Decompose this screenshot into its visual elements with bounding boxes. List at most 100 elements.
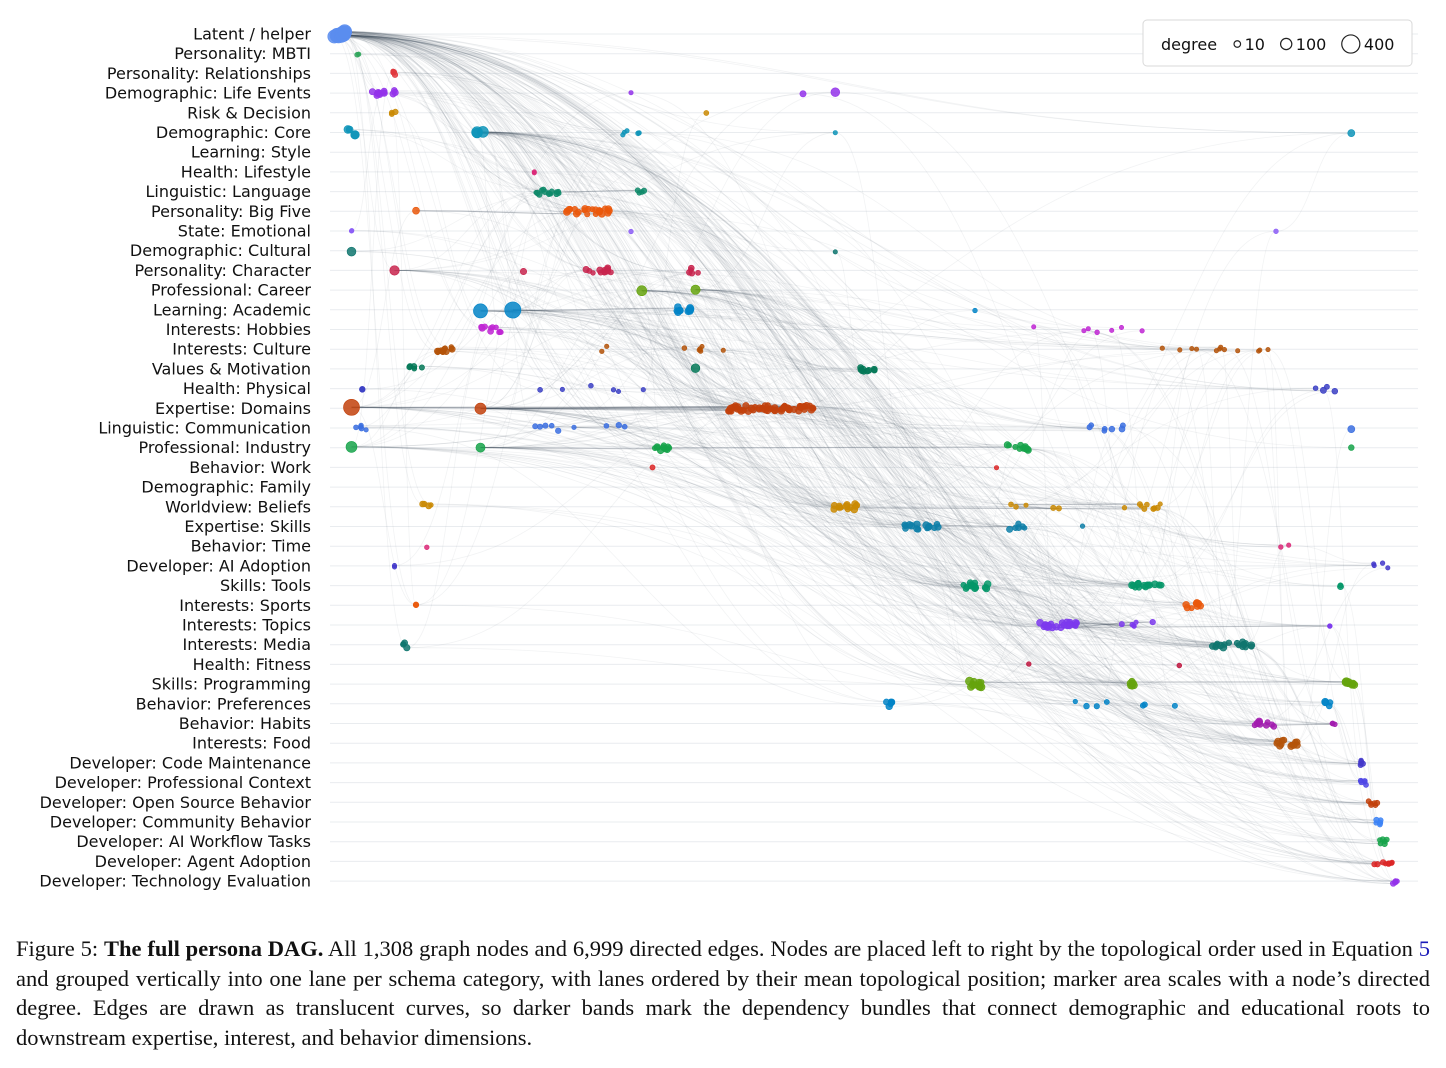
equation-ref-link[interactable]: 5 — [1418, 936, 1431, 961]
edge-curve — [890, 701, 1380, 841]
lane-label: Behavior: Time — [191, 537, 311, 556]
node-marker — [391, 71, 399, 78]
edge-curve — [1015, 506, 1133, 625]
edge-curve — [477, 131, 1135, 627]
edge-curve — [1052, 627, 1229, 644]
node-marker — [703, 110, 710, 116]
node-marker — [584, 211, 591, 218]
node-marker — [1189, 346, 1195, 352]
edge-curve — [394, 132, 836, 271]
node-marker — [1081, 328, 1087, 334]
edge-curve — [480, 408, 1153, 623]
lane-label: Developer: Open Source Behavior — [40, 793, 312, 812]
edge-curve — [338, 35, 535, 173]
edge-curve — [343, 33, 542, 191]
edge-curve — [787, 407, 1289, 546]
edge-curve — [480, 447, 1051, 625]
edge-curve — [476, 131, 501, 332]
edge-curve — [928, 526, 1087, 707]
edge-curve — [1329, 625, 1392, 864]
edge-curve — [929, 330, 1143, 527]
edge-curve — [643, 389, 1112, 430]
edge-curve — [338, 35, 1155, 509]
node-marker — [1121, 505, 1128, 511]
edge-curve — [477, 131, 1175, 707]
edge-curve — [476, 132, 967, 589]
lane-label: Developer: Community Behavior — [50, 813, 312, 832]
node-marker — [925, 524, 932, 531]
edge-curve — [985, 587, 1180, 666]
edge-curve — [695, 132, 836, 291]
node-marker — [1159, 345, 1165, 351]
edge-curve — [480, 408, 1137, 623]
edge-curve — [607, 212, 929, 528]
node-marker — [504, 301, 522, 319]
edge-curve — [934, 527, 1381, 824]
edge-curve — [590, 385, 1197, 604]
node-marker — [478, 323, 485, 331]
node-marker — [475, 442, 486, 453]
node-marker — [1377, 837, 1383, 843]
node-marker — [1213, 348, 1219, 354]
edge-curve — [1015, 506, 1153, 623]
edge-curve — [480, 408, 1133, 687]
edge-curve — [394, 270, 892, 703]
edge-curve — [544, 191, 1394, 884]
edge-curve — [731, 410, 1326, 703]
edge-curve — [480, 408, 1090, 428]
node-marker — [439, 348, 447, 355]
edge-curve — [1033, 326, 1197, 604]
edge-curve — [785, 310, 976, 407]
edge-curve — [477, 131, 1371, 804]
edge-curve — [344, 32, 1199, 604]
edge-curve — [1122, 425, 1252, 647]
node-marker — [1385, 565, 1391, 571]
node-marker — [392, 108, 399, 116]
edge-curve — [624, 426, 1059, 509]
node-marker — [1341, 677, 1351, 687]
edge-curve — [344, 31, 1375, 566]
node-marker — [1118, 621, 1125, 628]
edge-curve — [351, 446, 1016, 529]
edge-curve — [351, 406, 552, 427]
node-marker — [1176, 662, 1183, 669]
edge-curve — [358, 53, 1363, 765]
node-marker — [1072, 698, 1078, 705]
edge-curve — [856, 504, 1197, 604]
edge-curve — [641, 290, 786, 407]
edge-curve — [442, 189, 542, 352]
edge-curve — [512, 309, 1362, 764]
edge-curve — [344, 32, 623, 136]
edge-curve — [351, 446, 905, 526]
edge-curve — [723, 349, 1131, 684]
edge-curve — [343, 34, 1280, 747]
node-marker — [1003, 441, 1011, 449]
edge-curve — [480, 447, 666, 450]
edge-curve — [338, 35, 692, 274]
edge-curve — [765, 405, 1090, 428]
edge-curve — [833, 508, 1361, 766]
edge-curve — [480, 408, 1331, 703]
node-marker — [1319, 386, 1327, 394]
node-marker — [1389, 860, 1395, 866]
edge-curve — [1015, 527, 1377, 824]
edge-curve — [728, 410, 840, 508]
edge-curve — [741, 410, 1330, 627]
edge-curve — [481, 326, 810, 407]
node-marker — [471, 126, 483, 138]
edge-curve — [804, 406, 1335, 725]
node-marker — [1119, 324, 1125, 330]
node-marker — [1374, 861, 1381, 868]
edge-curve — [351, 446, 1225, 645]
node-marker — [572, 210, 581, 218]
edge-curve — [343, 34, 1282, 745]
edge-curve — [1064, 624, 1335, 725]
edge-curve — [344, 31, 746, 407]
edge-curve — [743, 409, 1134, 626]
edge-curve — [482, 131, 1134, 626]
edge-curve — [334, 36, 541, 391]
edge-curve — [624, 132, 1144, 706]
edge-curve — [477, 131, 1335, 392]
edge-curve — [1259, 567, 1388, 722]
node-marker — [695, 269, 701, 276]
